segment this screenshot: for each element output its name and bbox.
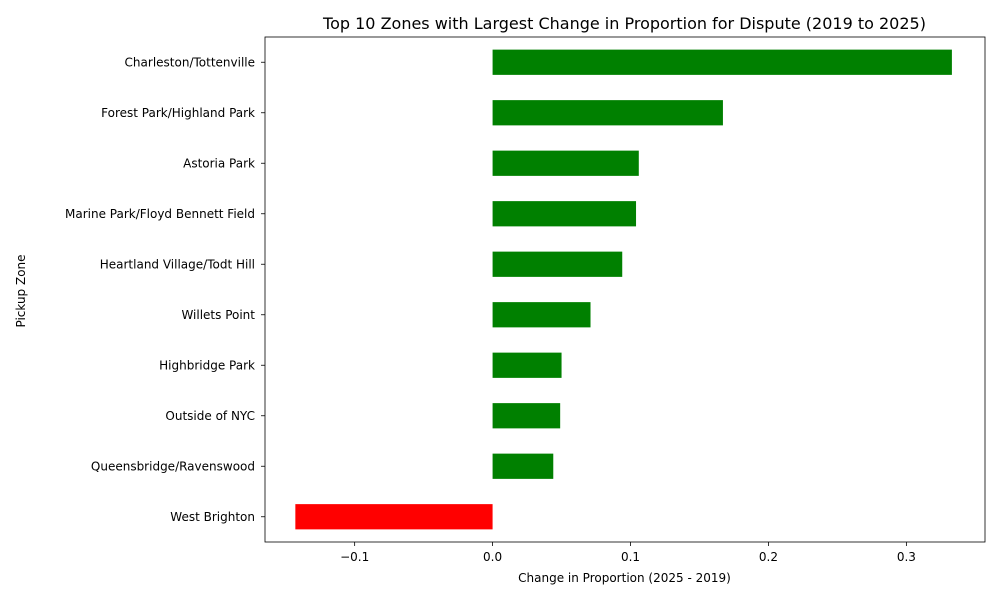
chart-title: Top 10 Zones with Largest Change in Prop…	[322, 14, 926, 33]
y-tick-label: Highbridge Park	[159, 358, 255, 372]
bar	[492, 453, 554, 479]
y-tick-label: Forest Park/Highland Park	[101, 106, 255, 120]
x-tick-label: 0.1	[621, 550, 640, 564]
plot-frame	[264, 36, 986, 543]
y-tick-label: Outside of NYC	[165, 409, 255, 423]
bar	[492, 100, 723, 126]
x-tick-label: 0.2	[759, 550, 778, 564]
y-tick-labels: Charleston/Tottenville Forest Park/Highla…	[65, 55, 255, 524]
axes-group	[261, 36, 986, 546]
y-tick-label: Willets Point	[181, 308, 255, 322]
y-tick-label: Astoria Park	[183, 156, 255, 170]
x-tick-label: 0.3	[897, 550, 916, 564]
bar	[492, 201, 637, 227]
bar	[492, 352, 562, 378]
x-axis-label: Change in Proportion (2025 - 2019)	[518, 571, 731, 585]
bar	[492, 150, 639, 176]
bars-group	[295, 49, 952, 530]
x-tick-labels: −0.1 0.0 0.1 0.2 0.3	[340, 550, 916, 564]
y-tick-label: Marine Park/Floyd Bennett Field	[65, 207, 255, 221]
y-tick-label: West Brighton	[170, 510, 255, 524]
bar	[492, 403, 561, 429]
bar	[492, 251, 623, 277]
bar	[492, 302, 591, 328]
x-tick-label: −0.1	[340, 550, 369, 564]
y-axis-label: Pickup Zone	[14, 254, 28, 327]
x-tick-label: 0.0	[483, 550, 502, 564]
bar	[295, 504, 493, 530]
bar	[492, 49, 952, 75]
y-tick-label: Queensbridge/Ravenswood	[91, 459, 255, 473]
y-tick-label: Charleston/Tottenville	[125, 55, 255, 69]
y-tick-label: Heartland Village/Todt Hill	[100, 257, 255, 271]
